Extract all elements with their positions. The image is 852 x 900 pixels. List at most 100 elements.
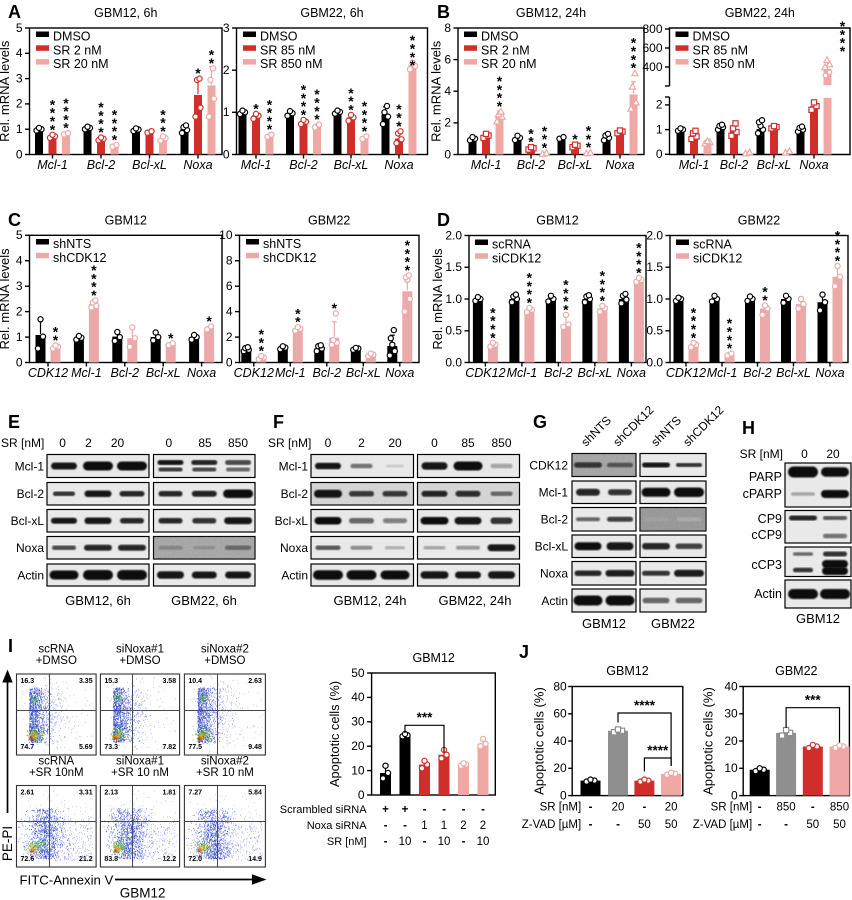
svg-text:4: 4 — [226, 304, 233, 318]
svg-text:*: * — [301, 106, 307, 122]
svg-text:*: * — [410, 41, 416, 57]
svg-text:shNTS: shNTS — [53, 237, 91, 251]
svg-text:8: 8 — [226, 254, 233, 268]
svg-text:5: 5 — [16, 21, 23, 35]
svg-text:*: * — [63, 103, 69, 119]
svg-text:80: 80 — [553, 679, 567, 693]
svg-text:2: 2 — [656, 98, 663, 112]
svg-text:6: 6 — [226, 279, 233, 293]
svg-text:E: E — [8, 412, 20, 432]
svg-text:850: 850 — [830, 802, 849, 814]
svg-text:2.63: 2.63 — [248, 678, 262, 685]
svg-text:*: * — [405, 237, 411, 253]
svg-text:1: 1 — [16, 330, 23, 344]
svg-text:*: * — [405, 262, 411, 278]
svg-text:Noxa: Noxa — [799, 158, 828, 172]
svg-text:*: * — [727, 340, 733, 356]
svg-text:*: * — [50, 105, 56, 121]
svg-text:*: * — [636, 256, 642, 272]
svg-text:0: 0 — [59, 436, 66, 450]
svg-text:Scrambled siRNA: Scrambled siRNA — [280, 804, 367, 816]
svg-text:cCP3: cCP3 — [751, 558, 782, 572]
svg-text:Noxa siRNA: Noxa siRNA — [307, 820, 368, 832]
svg-text:GBM22, 6h: GBM22, 6h — [171, 593, 237, 608]
svg-text:-: - — [758, 802, 762, 814]
svg-text:2.13: 2.13 — [104, 790, 118, 797]
svg-text:*: * — [362, 115, 368, 131]
svg-text:0: 0 — [358, 788, 365, 802]
svg-text:30: 30 — [724, 707, 738, 721]
svg-text:+SR 10 nM: +SR 10 nM — [111, 767, 169, 779]
svg-text:*: * — [527, 270, 533, 286]
svg-text:*: * — [206, 313, 212, 329]
svg-text:*: * — [332, 300, 338, 316]
svg-text:9.48: 9.48 — [248, 744, 262, 751]
svg-text:Bcl-xL: Bcl-xL — [558, 158, 593, 172]
svg-text:Bcl-2: Bcl-2 — [87, 158, 116, 172]
svg-text:Bcl-xL: Bcl-xL — [275, 514, 309, 528]
svg-text:*: * — [586, 139, 592, 155]
svg-text:*: * — [410, 32, 416, 48]
svg-text:0.5: 0.5 — [445, 324, 462, 338]
svg-text:*: * — [362, 123, 368, 139]
svg-text:*: * — [63, 95, 69, 111]
svg-text:20: 20 — [553, 761, 567, 775]
svg-text:FITC-Annexin V: FITC-Annexin V — [20, 873, 114, 888]
svg-text:H: H — [742, 418, 755, 438]
svg-text:CDK12: CDK12 — [465, 366, 505, 380]
svg-text:*: * — [762, 284, 768, 300]
svg-text:40: 40 — [351, 690, 365, 704]
svg-text:50: 50 — [351, 666, 365, 680]
svg-text:scRNA: scRNA — [693, 238, 733, 252]
svg-text:*: * — [295, 314, 301, 330]
svg-text:1: 1 — [421, 820, 427, 832]
svg-text:20: 20 — [111, 436, 125, 450]
svg-text:*: * — [348, 93, 354, 109]
svg-text:Actin: Actin — [281, 568, 308, 582]
svg-text:+SR 10 nM: +SR 10 nM — [196, 767, 254, 779]
svg-text:20: 20 — [826, 447, 840, 461]
svg-text:*: * — [267, 105, 273, 121]
svg-text:-: - — [423, 804, 427, 816]
svg-text:*: * — [410, 57, 416, 73]
svg-text:2: 2 — [226, 330, 233, 344]
svg-text:5: 5 — [16, 228, 23, 242]
svg-text:siCDK12: siCDK12 — [693, 251, 742, 265]
svg-text:SR 850 nM: SR 850 nM — [693, 57, 756, 71]
svg-text:*: * — [301, 90, 307, 106]
svg-text:3: 3 — [16, 71, 23, 85]
svg-text:6: 6 — [444, 52, 451, 66]
svg-text:Z-VAD [µM]: Z-VAD [µM] — [522, 819, 581, 831]
svg-text:*: * — [160, 106, 166, 122]
svg-text:SR [nM]: SR [nM] — [327, 836, 367, 848]
svg-text:*: * — [209, 55, 215, 71]
svg-text:*: * — [362, 98, 368, 114]
svg-text:-: - — [784, 819, 788, 831]
svg-text:*: * — [98, 99, 104, 115]
svg-text:7.27: 7.27 — [188, 790, 202, 797]
svg-text:*: * — [572, 131, 578, 147]
svg-text:+DMSO: +DMSO — [204, 655, 245, 667]
svg-text:*: * — [348, 101, 354, 117]
svg-text:20: 20 — [612, 802, 625, 814]
svg-text:*: * — [600, 293, 606, 309]
svg-text:3.35: 3.35 — [79, 678, 93, 685]
svg-text:shNTS: shNTS — [263, 237, 301, 251]
svg-text:SR 2 nM: SR 2 nM — [481, 43, 530, 57]
svg-text:4: 4 — [16, 46, 23, 60]
svg-text:*: * — [835, 236, 841, 252]
svg-text:-: - — [642, 802, 646, 814]
svg-text:siNoxa#1: siNoxa#1 — [116, 643, 164, 655]
svg-text:*: * — [600, 268, 606, 284]
svg-text:*: * — [112, 131, 118, 147]
svg-text:*: * — [497, 81, 503, 97]
svg-text:DMSO: DMSO — [481, 30, 519, 44]
svg-text:Bcl-2: Bcl-2 — [289, 158, 318, 172]
svg-text:siCDK12: siCDK12 — [492, 251, 541, 265]
svg-text:Mcl-1: Mcl-1 — [15, 459, 45, 473]
svg-text:Mcl-1: Mcl-1 — [507, 366, 538, 380]
svg-text:Actin: Actin — [754, 587, 782, 601]
svg-text:***: *** — [805, 693, 822, 708]
svg-text:D: D — [437, 210, 450, 230]
svg-text:600: 600 — [642, 41, 662, 55]
